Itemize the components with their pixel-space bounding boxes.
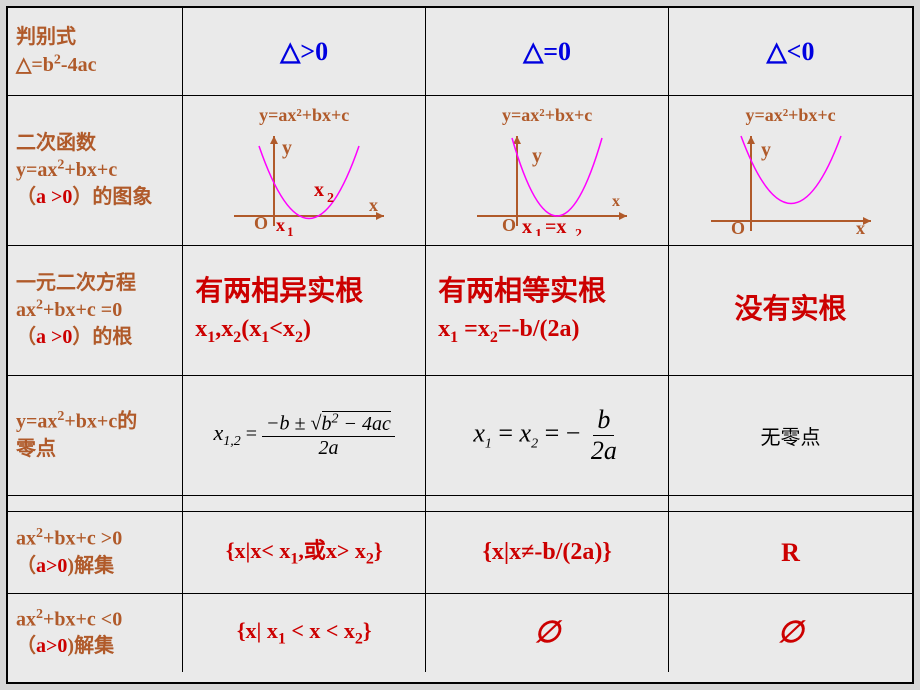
roots-row: 一元二次方程 ax2+bx+c =0 （a >0）的根 有两相异实根 x1,x2… [8, 246, 912, 376]
graph-row: 二次函数 y=ax2+bx+c （a >0）的图象 y=ax²+bx+c O y… [8, 96, 912, 246]
header-row: 判别式 △=b2-4ac △>0 △=0 △<0 [8, 8, 912, 96]
roots-col2: 有两相等实根 x1 =x2=-b/(2a) [426, 246, 669, 375]
svg-text:=x: =x [545, 216, 566, 236]
svg-text:y: y [761, 139, 771, 161]
gt-solution-row: ax2+bx+c >0（a>0)解集 {x|x< x1,或x> x2} {x|x… [8, 512, 912, 594]
hdr-col1: △>0 [183, 8, 426, 95]
discriminant-table: 判别式 △=b2-4ac △>0 △=0 △<0 二次函数 y=ax2+bx+c… [6, 6, 914, 684]
svg-text:y: y [532, 145, 542, 167]
svg-text:2: 2 [575, 227, 582, 236]
svg-text:O: O [731, 218, 745, 236]
quadratic-formula: x1,2 = −b ± √b2 − 4ac 2a [214, 411, 395, 460]
graph-lt0: y=ax²+bx+c O y x [669, 96, 912, 245]
gt-col2: {x|x≠-b/(2a)} [426, 512, 669, 593]
svg-text:x: x [522, 216, 532, 236]
lt-col3: ∅ [669, 594, 912, 672]
hdr-line1: 判别式 [16, 26, 76, 48]
svg-text:x: x [369, 195, 378, 215]
svg-text:x: x [856, 218, 865, 236]
vertex-formula: x1 = x2 = − b 2a [473, 405, 621, 466]
parabola-one-root-svg: O y x x 1 =x 2 [457, 126, 637, 236]
svg-text:x: x [314, 179, 324, 201]
hdr-col3: △<0 [669, 8, 912, 95]
gt-label: ax2+bx+c >0（a>0)解集 [8, 512, 183, 593]
svg-text:y: y [282, 137, 292, 159]
header-label: 判别式 △=b2-4ac [8, 8, 183, 95]
hdr-line2: △=b2-4ac [16, 54, 96, 76]
svg-text:x: x [276, 215, 285, 235]
graph-eq0: y=ax²+bx+c O y x x 1 =x 2 [426, 96, 669, 245]
lt-col2: ∅ [426, 594, 669, 672]
svg-text:x: x [612, 193, 620, 210]
zeros-col2: x1 = x2 = − b 2a [426, 376, 669, 495]
svg-text:2: 2 [327, 191, 334, 206]
zeros-row: y=ax2+bx+c的零点 x1,2 = −b ± √b2 − 4ac 2a x… [8, 376, 912, 496]
svg-text:1: 1 [535, 227, 542, 236]
zeros-label: y=ax2+bx+c的零点 [8, 376, 183, 495]
svg-text:1: 1 [287, 224, 294, 236]
roots-col1: 有两相异实根 x1,x2(x1<x2) [183, 246, 426, 375]
hdr-col2: △=0 [426, 8, 669, 95]
gt-col3: R [669, 512, 912, 593]
parabola-two-roots-svg: O y x x 1 x 2 [214, 126, 394, 236]
lt-col1: {x| x1 < x < x2} [183, 594, 426, 672]
lt-solution-row: ax2+bx+c <0（a>0)解集 {x| x1 < x < x2} ∅ ∅ [8, 594, 912, 672]
parabola-no-root-svg: O y x [701, 126, 881, 236]
svg-text:O: O [502, 215, 516, 235]
roots-label: 一元二次方程 ax2+bx+c =0 （a >0）的根 [8, 246, 183, 375]
graph-gt0: y=ax²+bx+c O y x x 1 x 2 [183, 96, 426, 245]
zeros-col3: 无零点 [669, 376, 912, 495]
roots-col3: 没有实根 [669, 246, 912, 375]
zeros-col1: x1,2 = −b ± √b2 − 4ac 2a [183, 376, 426, 495]
gt-col1: {x|x< x1,或x> x2} [183, 512, 426, 593]
spacer-row [8, 496, 912, 512]
graph-label: 二次函数 y=ax2+bx+c （a >0）的图象 [8, 96, 183, 245]
lt-label: ax2+bx+c <0（a>0)解集 [8, 594, 183, 672]
svg-text:O: O [254, 213, 268, 233]
